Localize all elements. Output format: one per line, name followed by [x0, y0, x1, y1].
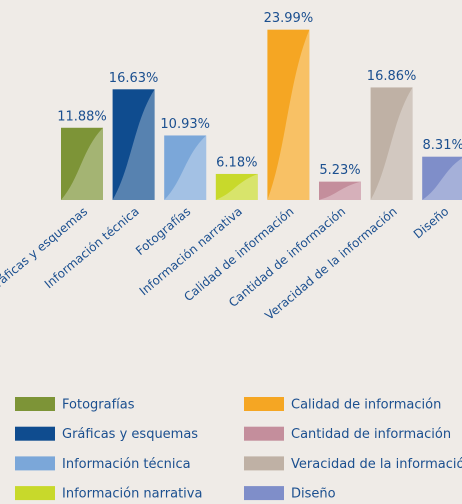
legend-label: Cantidad de información [291, 427, 451, 442]
bar [112, 89, 155, 200]
legend-swatch [15, 456, 55, 471]
category-label: Diseño [411, 204, 452, 241]
value-label: 6.18% [216, 155, 257, 170]
bar-highlight [164, 135, 207, 200]
legend-label: Información técnica [62, 457, 191, 472]
value-label: 8.31% [423, 138, 462, 153]
bar-highlight [61, 127, 103, 200]
value-label: 23.99% [264, 11, 314, 26]
legend-label: Información narrativa [62, 487, 202, 502]
legend-label: Veracidad de la información [291, 457, 462, 472]
bar-highlight [319, 181, 361, 200]
legend-label: Calidad de información [291, 398, 441, 413]
legend-swatch [15, 426, 55, 441]
value-label: 16.86% [367, 69, 417, 84]
legend-swatch [15, 397, 55, 411]
category-label: Información técnica [42, 204, 142, 291]
legend-swatch [244, 456, 284, 471]
bar [267, 29, 310, 200]
bar [370, 87, 413, 200]
value-label: 16.63% [109, 71, 159, 86]
legend-label: Gráficas y esquemas [62, 427, 198, 442]
bar [61, 127, 103, 200]
legend-label: Fotografías [62, 398, 135, 413]
bar-highlight [267, 29, 310, 200]
bar-highlight [422, 158, 462, 200]
bar-highlight [112, 89, 155, 200]
bar-highlight [370, 87, 413, 200]
bar [319, 181, 361, 200]
value-label: 5.23% [319, 163, 360, 178]
legend-swatch [244, 397, 284, 411]
legend-swatch [244, 426, 284, 441]
bar [164, 135, 207, 200]
bar-highlight [215, 173, 258, 200]
bars [61, 29, 462, 200]
legend-label: Diseño [291, 487, 336, 502]
bar [215, 173, 258, 200]
legend-swatch [244, 486, 284, 501]
legend-swatch [15, 486, 55, 501]
bar [422, 156, 462, 200]
value-label: 11.88% [57, 109, 107, 124]
value-label: 10.93% [160, 117, 210, 132]
